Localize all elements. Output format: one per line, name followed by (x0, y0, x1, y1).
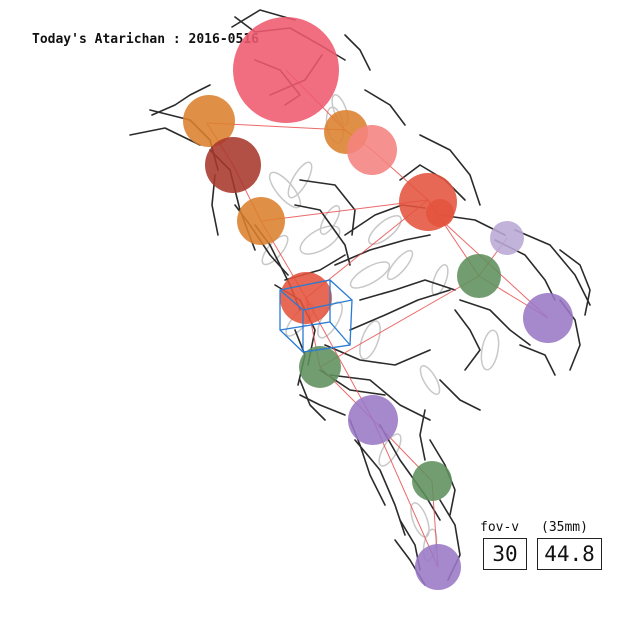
joint-left-elbow[interactable] (457, 254, 501, 298)
sketch-strokes (129, 9, 591, 586)
sketch-stroke (559, 249, 591, 316)
camera-box[interactable] (279, 279, 353, 353)
sketch-stroke (364, 89, 406, 126)
sketch-stroke (151, 84, 211, 116)
sketch-stroke (344, 34, 371, 71)
sketch-stroke (419, 134, 481, 206)
sketch-stroke (299, 179, 356, 236)
ghost-ring (480, 329, 500, 371)
joint-chest[interactable] (347, 125, 397, 175)
bone-line (372, 419, 439, 568)
joint-right-hip[interactable] (299, 346, 341, 388)
sketch-stroke (514, 229, 591, 306)
joint-head[interactable] (233, 17, 339, 123)
ghost-ring (359, 320, 381, 360)
sketch-stroke (399, 164, 466, 201)
ghost-ring (431, 264, 449, 296)
sketch-stroke (454, 309, 481, 371)
ghost-ring (268, 171, 302, 209)
sketch-stroke (459, 299, 531, 346)
joint-right-knee[interactable] (348, 395, 398, 445)
sketch-stroke (299, 379, 326, 421)
joint-left-knee[interactable] (412, 461, 452, 501)
sketch-stroke (419, 409, 426, 461)
sketch-stroke (349, 289, 451, 331)
fov-vertical-input[interactable]: 30 (483, 538, 527, 570)
joint-right-shoulder[interactable] (183, 95, 235, 147)
sketch-stroke (334, 234, 431, 266)
ghost-ring (349, 261, 391, 289)
joint-left-wrist[interactable] (490, 221, 524, 255)
joint-right-hand[interactable] (237, 197, 285, 245)
sketch-stroke (439, 379, 481, 411)
joint-pelvis[interactable] (280, 272, 332, 324)
ghost-ring (368, 215, 402, 245)
sketch-stroke (231, 9, 296, 28)
ghost-ring (287, 161, 313, 199)
sketch-stroke (294, 204, 351, 266)
joint-right-elbow[interactable] (205, 137, 261, 193)
fov-lens-input[interactable]: 44.8 (537, 538, 602, 570)
ghost-ring (386, 249, 414, 281)
bone-line (319, 275, 480, 368)
fov-lens-label: (35mm) (541, 520, 588, 535)
fov-vertical-label: fov-v (480, 520, 520, 535)
joint-right-foot[interactable] (415, 544, 461, 590)
joint-spheres[interactable] (183, 17, 573, 590)
ghost-ring (419, 365, 441, 395)
sketch-stroke (519, 344, 556, 376)
sketch-stroke (129, 127, 201, 146)
sketch-stroke (359, 279, 456, 301)
sketch-stroke (324, 344, 431, 366)
joint-left-hand[interactable] (523, 293, 573, 343)
ghost-ring (299, 225, 341, 255)
joint-left-shoulder-inner[interactable] (426, 199, 454, 227)
